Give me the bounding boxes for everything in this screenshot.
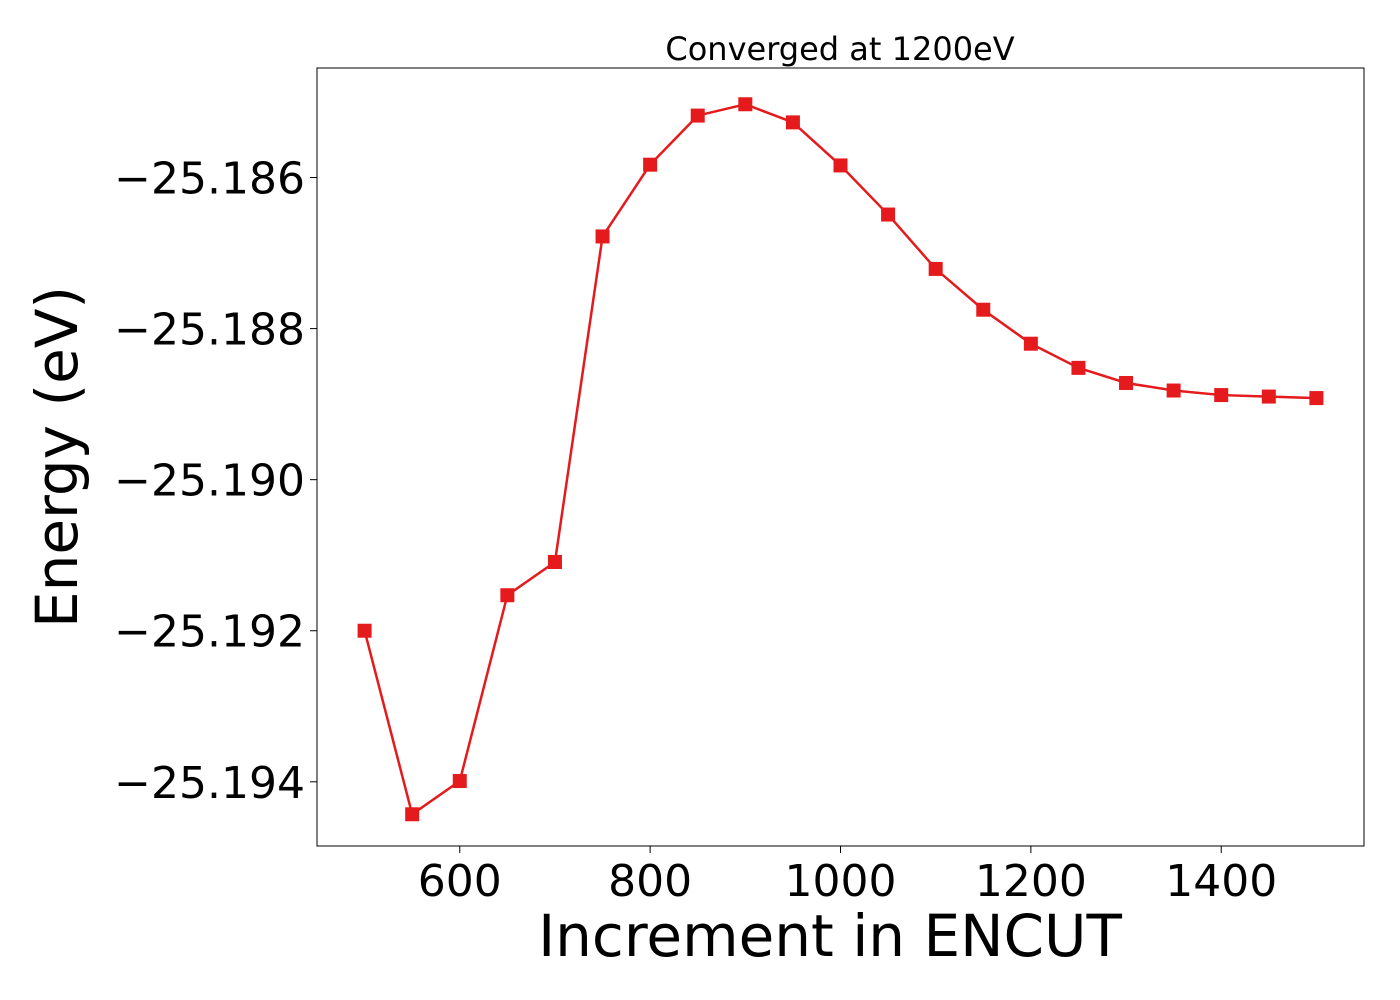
x-axis-ticks: 600 800 1000 1200 1400	[418, 846, 1277, 907]
data-point-marker	[595, 229, 610, 244]
x-tick-label: 1000	[785, 856, 897, 907]
data-point-marker	[643, 157, 658, 172]
x-tick-label: 1400	[1165, 856, 1277, 907]
data-point-marker	[738, 97, 753, 112]
data-point-marker	[1023, 336, 1038, 351]
data-point-marker	[1071, 360, 1086, 375]
data-point-marker	[928, 261, 943, 276]
data-point-marker	[833, 158, 848, 173]
data-point-marker	[357, 623, 372, 638]
y-axis-ticks: −25.186 −25.188 −25.190 −25.192 −25.194	[114, 154, 317, 809]
x-axis-label: Increment in ENCUT	[538, 902, 1122, 970]
data-point-marker	[500, 588, 515, 603]
data-point-marker	[1261, 389, 1276, 404]
data-point-marker	[1166, 383, 1181, 398]
y-tick-label: −25.192	[114, 607, 305, 658]
data-point-marker	[690, 108, 705, 123]
data-point-marker	[1119, 375, 1134, 390]
x-tick-label: 1200	[975, 856, 1087, 907]
data-point-marker	[547, 554, 562, 569]
y-tick-label: −25.194	[114, 758, 305, 809]
plot-area	[316, 67, 1365, 847]
data-point-marker	[405, 807, 420, 822]
x-tick-label: 600	[418, 856, 502, 907]
y-tick-label: −25.186	[114, 154, 305, 205]
x-tick-label: 800	[608, 856, 692, 907]
data-point-marker	[1214, 388, 1229, 403]
data-point-marker	[452, 774, 467, 789]
y-axis-label: Energy (eV)	[23, 286, 91, 628]
data-point-marker	[976, 302, 991, 317]
chart-title: Converged at 1200eV	[665, 30, 1014, 68]
data-point-marker	[881, 207, 896, 222]
data-point-marker	[785, 115, 800, 130]
y-tick-label: −25.188	[114, 305, 305, 356]
energy-series-markers	[357, 97, 1324, 822]
y-tick-label: −25.190	[114, 456, 305, 507]
data-point-marker	[1309, 391, 1324, 406]
